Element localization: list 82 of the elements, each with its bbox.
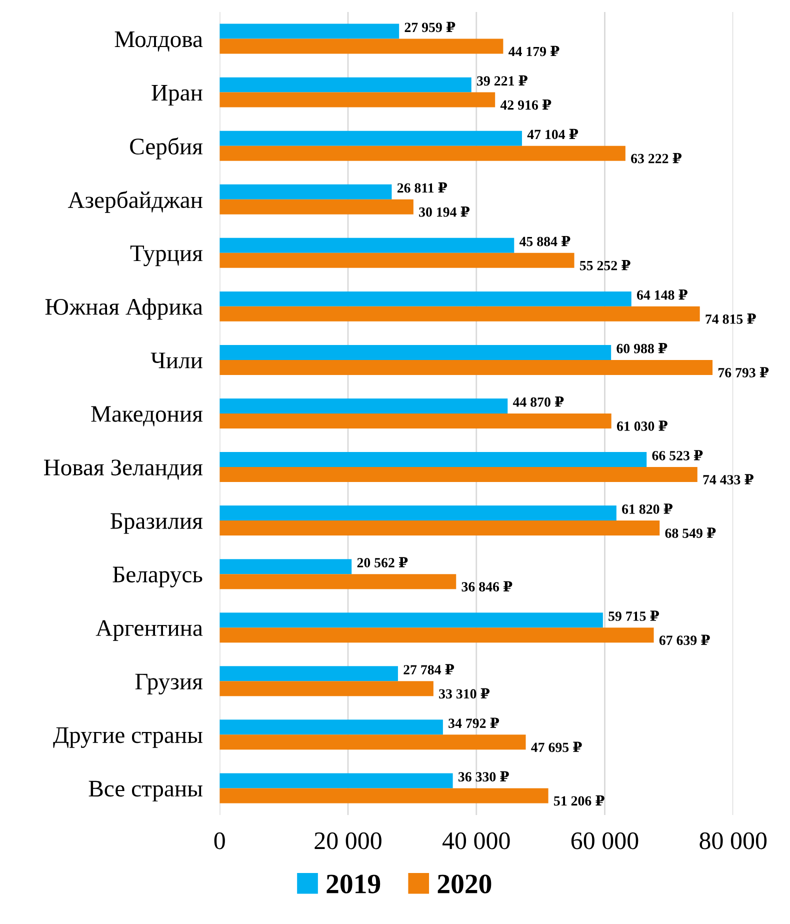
x-tick-label: 80 000 <box>700 832 767 850</box>
y-tick-label: Азербайджан <box>68 190 202 213</box>
data-label: 39 221 ₽ <box>477 75 528 86</box>
bar <box>220 77 472 92</box>
data-label: 47 104 ₽ <box>527 128 578 140</box>
data-label: 44 179 ₽ <box>508 46 560 56</box>
bar <box>220 628 654 643</box>
bar <box>220 238 514 253</box>
data-label: 61 820 ₽ <box>622 504 673 514</box>
data-label: 61 030 ₽ <box>616 420 668 431</box>
data-label: 44 870 ₽ <box>512 396 564 407</box>
bar <box>220 92 496 108</box>
bar <box>220 681 434 696</box>
data-label: 30 194 ₽ <box>419 206 470 217</box>
y-tick-label: Другие страны <box>53 727 202 748</box>
bar <box>220 413 612 428</box>
data-label: 42 916 ₽ <box>500 99 552 110</box>
y-tick-label: Беларусь <box>112 566 202 588</box>
bar <box>220 252 574 268</box>
x-tick-label: 60 000 <box>571 832 638 850</box>
data-label: 33 310 ₽ <box>439 688 490 699</box>
bar <box>220 452 647 468</box>
x-tick-label: 20 000 <box>314 832 382 850</box>
bar <box>220 199 414 214</box>
bar <box>220 506 616 521</box>
y-tick-label: Новая Зеландия <box>44 460 203 480</box>
data-label: 74 815 ₽ <box>706 314 756 324</box>
x-tick-label: 40 000 <box>442 832 510 850</box>
bar <box>220 720 443 735</box>
data-label: 76 793 ₽ <box>718 367 769 378</box>
data-label: 47 695 ₽ <box>531 742 582 752</box>
bar <box>220 38 504 54</box>
bar <box>220 559 352 574</box>
bar <box>220 24 400 39</box>
data-label: 60 988 ₽ <box>616 343 668 354</box>
y-tick-label: Все страны <box>88 780 202 802</box>
y-tick-label: Молдова <box>114 32 203 52</box>
bar <box>220 184 392 200</box>
data-label: 67 639 ₽ <box>659 634 710 646</box>
legend-label: 2019 <box>326 874 380 894</box>
y-tick-label: Македония <box>91 406 203 426</box>
bar <box>220 398 508 414</box>
bar <box>220 146 626 161</box>
bar <box>220 291 632 306</box>
bar <box>220 130 522 146</box>
x-tick-label: 0 <box>214 832 225 850</box>
y-tick-label: Сербия <box>130 137 203 160</box>
data-label: 51 206 ₽ <box>554 795 604 806</box>
data-label: 27 959 ₽ <box>404 22 456 32</box>
data-label: 66 523 ₽ <box>652 450 703 460</box>
data-label: 64 148 ₽ <box>636 289 688 300</box>
data-label: 26 811 ₽ <box>397 182 448 193</box>
data-label: 45 884 ₽ <box>519 236 570 246</box>
y-tick-label: Чили <box>150 352 202 368</box>
bar <box>220 306 700 322</box>
legend-label: 2020 <box>438 874 492 894</box>
data-label: 36 846 ₽ <box>462 581 512 592</box>
bar <box>220 666 398 682</box>
data-label: 74 433 ₽ <box>703 474 754 484</box>
data-label: 27 784 ₽ <box>404 664 454 674</box>
data-label: 59 715 ₽ <box>608 610 660 621</box>
bar <box>220 788 548 804</box>
y-tick-label: Аргентина <box>96 620 203 641</box>
data-label: 55 252 ₽ <box>580 260 630 270</box>
y-tick-label: Иран <box>152 85 202 106</box>
y-tick-label: Турция <box>130 246 203 266</box>
bar <box>220 467 698 482</box>
y-tick-label: Бразилия <box>110 513 203 534</box>
y-tick-label: Южная Африка <box>45 298 203 320</box>
y-tick-label: Грузия <box>135 674 203 694</box>
data-label: 63 222 ₽ <box>631 152 682 164</box>
data-label: 34 792 ₽ <box>448 718 500 728</box>
bar <box>220 574 456 590</box>
bar <box>220 612 603 628</box>
bar <box>220 734 526 750</box>
bar <box>220 344 612 360</box>
data-label: 36 330 ₽ <box>458 771 509 782</box>
bar <box>220 773 453 788</box>
data-label: 68 549 ₽ <box>665 528 716 538</box>
bar <box>220 520 660 536</box>
bar <box>220 360 713 375</box>
data-label: 20 562 ₽ <box>357 557 408 568</box>
